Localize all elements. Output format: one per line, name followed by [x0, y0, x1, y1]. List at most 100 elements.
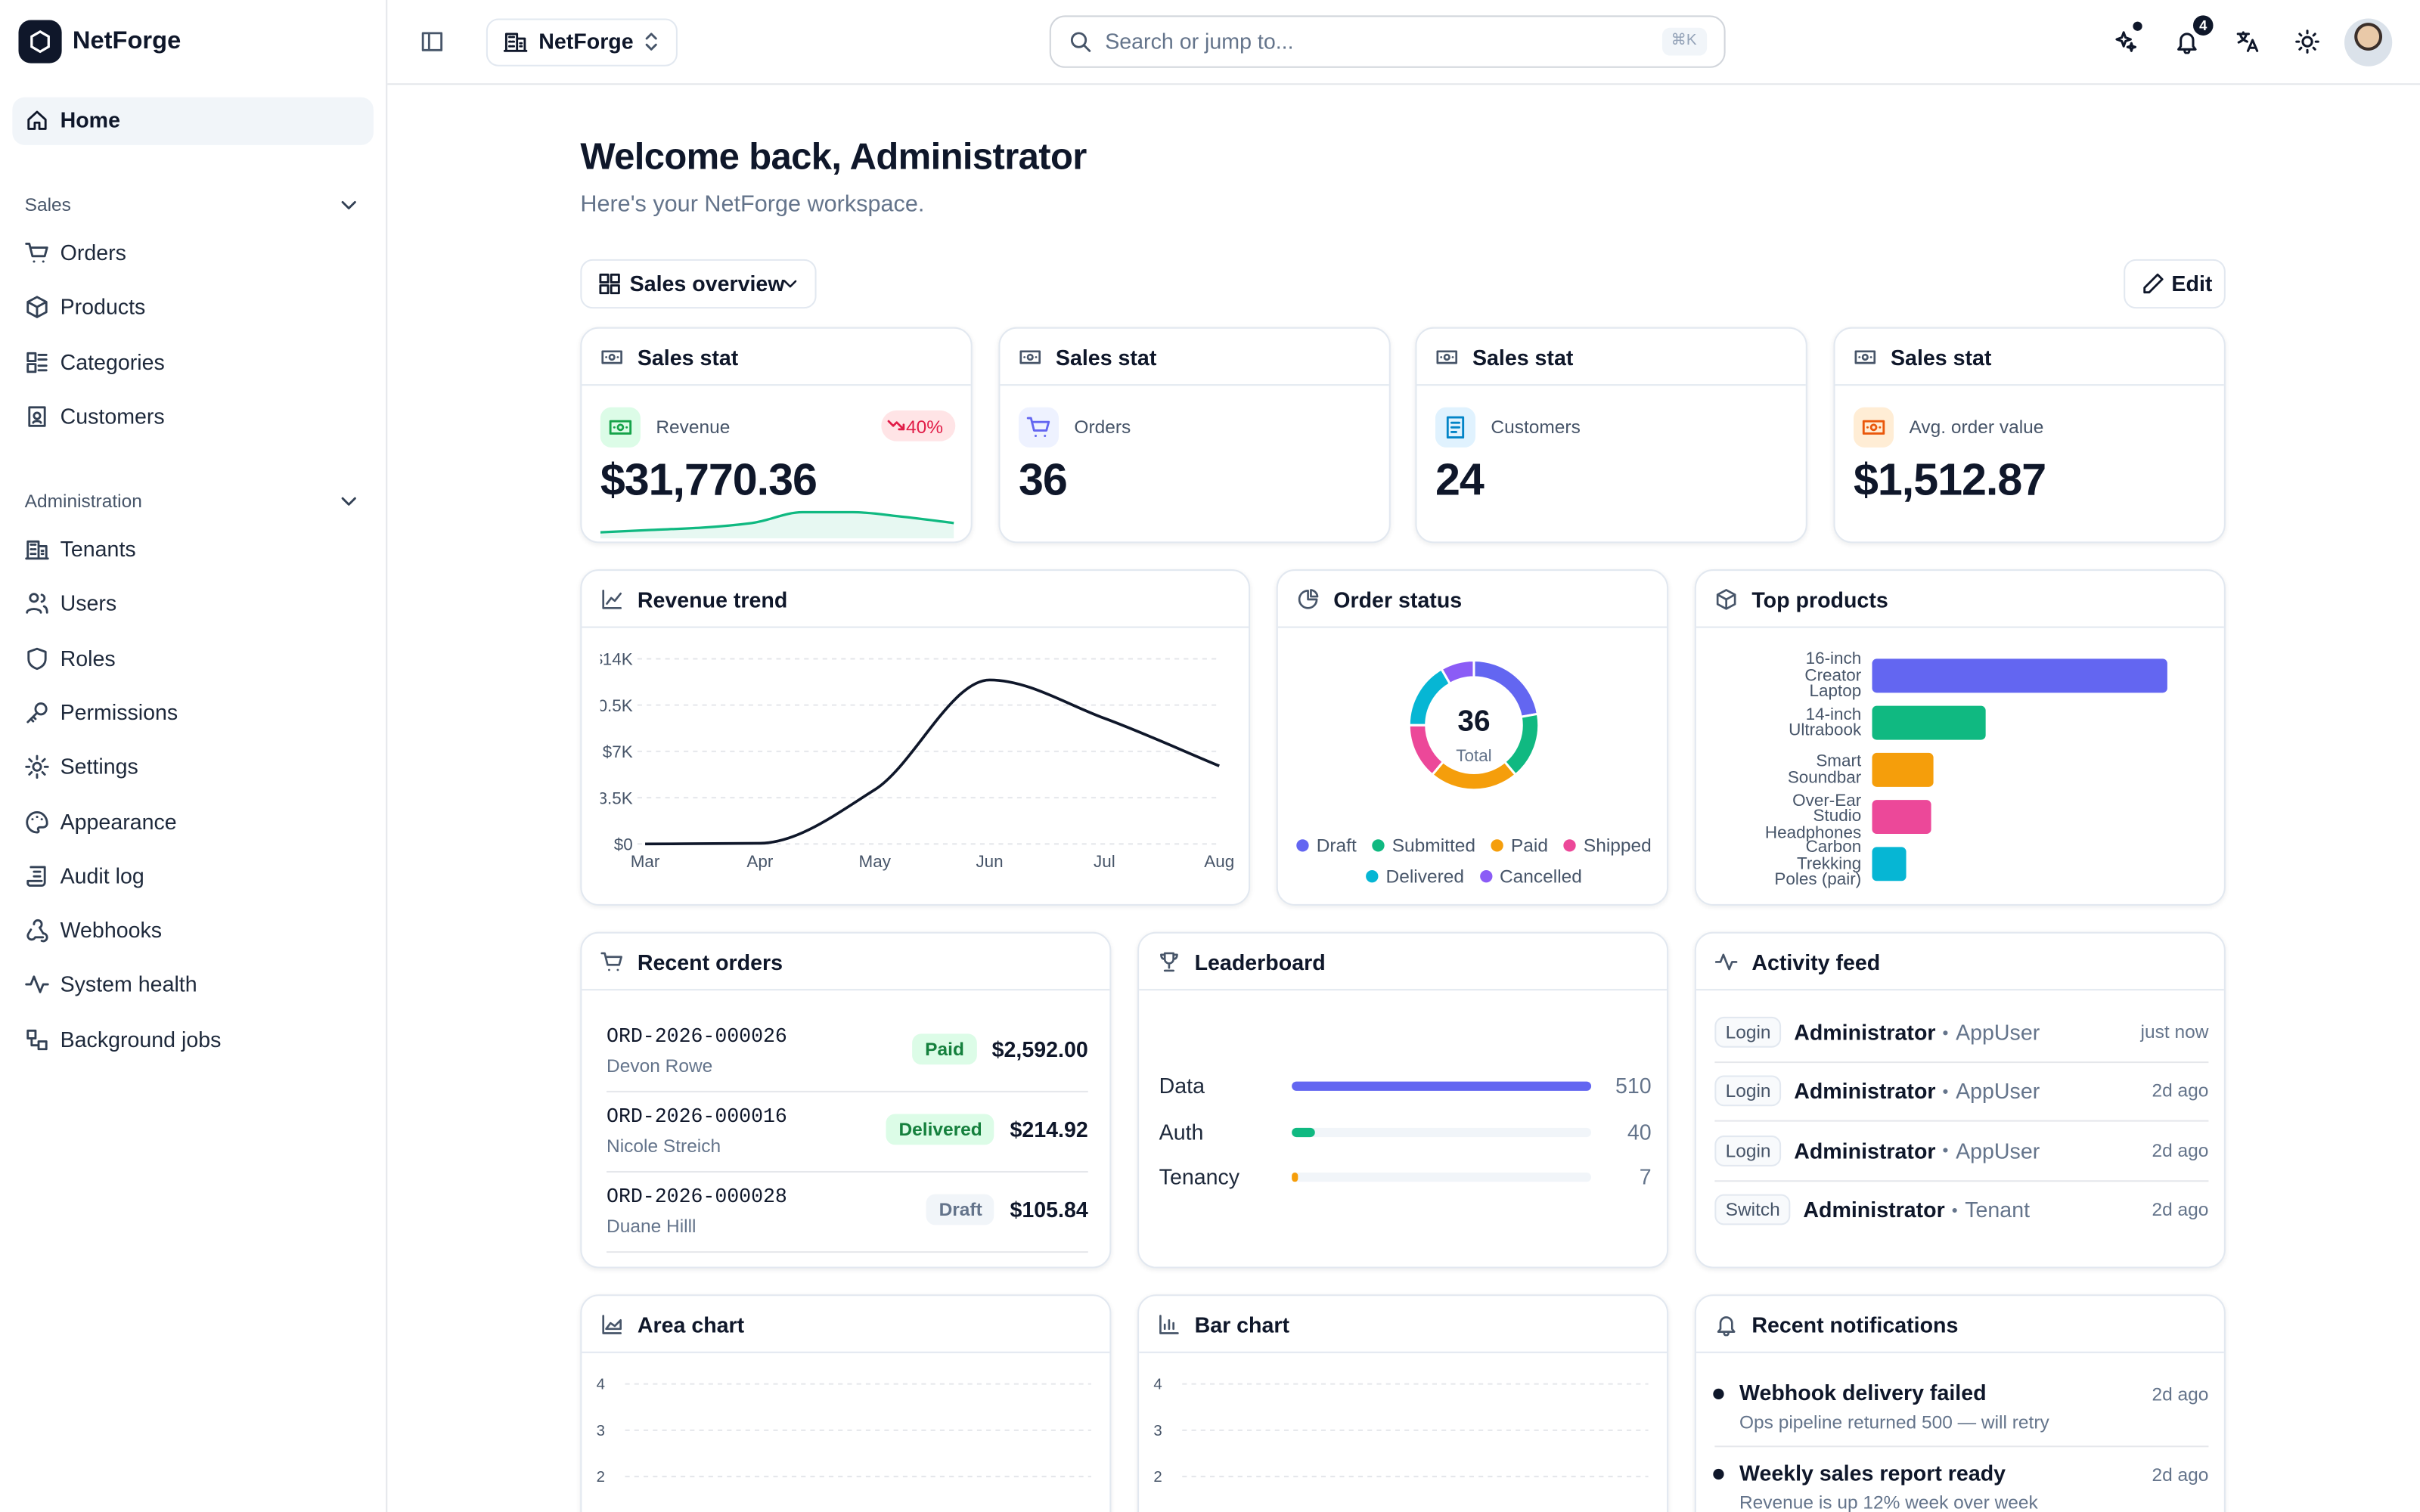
nav-item[interactable]: Orders: [60, 240, 126, 265]
nav-item[interactable]: Categories: [60, 349, 165, 374]
card: Area chart 2 3 4: [580, 1294, 1112, 1512]
icon: [1716, 589, 1736, 610]
nav-item[interactable]: Webhooks: [60, 917, 163, 943]
view-select[interactable]: [580, 259, 817, 309]
bar: [1292, 1126, 1316, 1137]
icon-path: [26, 296, 48, 319]
icon-path: [1070, 32, 1091, 52]
legend-item: Delivered: [1366, 864, 1464, 889]
leader-label: Data: [1159, 1073, 1205, 1098]
icon-path: [2115, 31, 2137, 52]
icon-path: [1160, 952, 1178, 972]
status-badge: Draft: [926, 1194, 995, 1225]
icon-path: [25, 976, 49, 994]
card-header-border: [582, 1351, 1110, 1353]
icon-path: [26, 866, 46, 887]
nav-section-title[interactable]: Administration: [24, 490, 142, 513]
actor: Administrator: [1794, 1019, 1936, 1045]
y-tick-label: $3.5K: [600, 789, 633, 807]
icon: [1019, 350, 1041, 364]
notification-time: 2d ago: [2152, 1464, 2209, 1486]
actor: Administrator: [1794, 1138, 1936, 1163]
empty-chart: 2 3 4: [597, 1377, 1091, 1486]
legend-label: Delivered: [1385, 865, 1465, 888]
icon: [1436, 350, 1458, 364]
logo-hexagon: [30, 29, 50, 54]
line-chart: $0 $3.5K $7K $10.5K $14K Mar Apr May Jun Jul Aug: [600, 650, 1234, 871]
spark-dot: [2133, 21, 2142, 31]
nav-section-title[interactable]: Sales: [24, 194, 71, 216]
activity-row: Login Administrator AppUser: [1714, 1073, 2116, 1110]
card-title: Sales stat: [1055, 345, 1157, 370]
icon: [602, 590, 622, 609]
legend-item: Shipped: [1563, 833, 1652, 858]
nav-item[interactable]: Customers: [60, 403, 165, 429]
icon: [25, 976, 49, 994]
legend-item: Draft: [1296, 833, 1357, 858]
bar: [1872, 705, 1986, 740]
nav-item[interactable]: Permissions: [60, 699, 178, 725]
card: Recent notifications Webhook delivery fai…: [1694, 1294, 2226, 1512]
edit-button[interactable]: [2124, 259, 2226, 309]
stat-label: Revenue: [656, 416, 731, 438]
nav-item[interactable]: Audit log: [60, 863, 144, 888]
separator-dot: [1943, 1148, 1948, 1154]
icon: [602, 1315, 622, 1334]
nav-item[interactable]: Appearance: [60, 808, 177, 834]
y-tick-label: $14K: [600, 650, 633, 669]
stat-value: 24: [1435, 456, 1485, 506]
card-header-border: [1416, 384, 1806, 386]
shortcut-label: ⌘K: [1671, 32, 1697, 50]
nav-item[interactable]: Users: [60, 590, 117, 616]
page-subtitle: Here's your NetForge workspace.: [580, 191, 925, 218]
workspace-switcher[interactable]: [486, 18, 678, 67]
card-header-border: [1696, 1351, 2224, 1353]
icon-path: [609, 420, 632, 435]
nav-item[interactable]: Products: [60, 294, 146, 320]
donut-total: 36: [1457, 705, 1491, 739]
icon: [2236, 31, 2259, 52]
legend-label: Paid: [1510, 835, 1548, 857]
icon-path: [1298, 589, 1319, 609]
avatar[interactable]: [2344, 18, 2393, 67]
bar: [1872, 847, 1907, 881]
icon-path: [602, 1315, 622, 1334]
nav-item[interactable]: Roles: [60, 645, 116, 671]
card-title: Area chart: [637, 1312, 745, 1337]
icon: [27, 646, 47, 670]
nav-home-bg[interactable]: [12, 97, 374, 145]
icon: [2177, 33, 2197, 54]
nav-item[interactable]: Home: [60, 107, 120, 132]
bar: [1872, 800, 1931, 835]
search[interactable]: [1049, 15, 1726, 68]
card-title: Top products: [1751, 587, 1888, 612]
nav-item[interactable]: Settings: [60, 754, 138, 779]
nav-item[interactable]: System health: [60, 971, 197, 997]
legend-swatch: [1366, 870, 1379, 883]
legend-swatch: [1296, 839, 1309, 852]
card: Leaderboard Data 510 Auth 40 Tenancy 7: [1137, 931, 1669, 1269]
legend-label: Shipped: [1583, 835, 1652, 857]
y-tick-label: Smart Soundbar: [1787, 751, 1862, 787]
y-tick-label: 2: [597, 1469, 605, 1486]
card-title: Revenue trend: [637, 587, 788, 612]
order-id: ORD-2026-000016: [607, 1105, 787, 1129]
order-customer: Devon Rowe: [607, 1055, 713, 1077]
nav-item[interactable]: Tenants: [60, 536, 136, 562]
icon-path: [887, 420, 905, 431]
icon: [1446, 416, 1465, 439]
card-title: Recent orders: [637, 950, 783, 974]
y-tick-label: 3: [1153, 1423, 1162, 1439]
icon: [601, 350, 622, 364]
card: Order status 36 Total Draft Submitted Paid Shi…: [1276, 569, 1669, 906]
card: Sales stat Avg. order value $1,512.87: [1833, 327, 2226, 544]
stat-value: 36: [1018, 456, 1068, 506]
icon-path: [26, 919, 48, 943]
icon-path: [1159, 1315, 1179, 1334]
stat-icon-bg: [1854, 407, 1894, 448]
order-meta: Delivered $214.92: [767, 1111, 1088, 1148]
icon: [609, 420, 632, 435]
bullet: [1713, 1388, 1724, 1400]
nav-item[interactable]: Background jobs: [60, 1026, 222, 1052]
separator-dot: [1952, 1207, 1958, 1213]
